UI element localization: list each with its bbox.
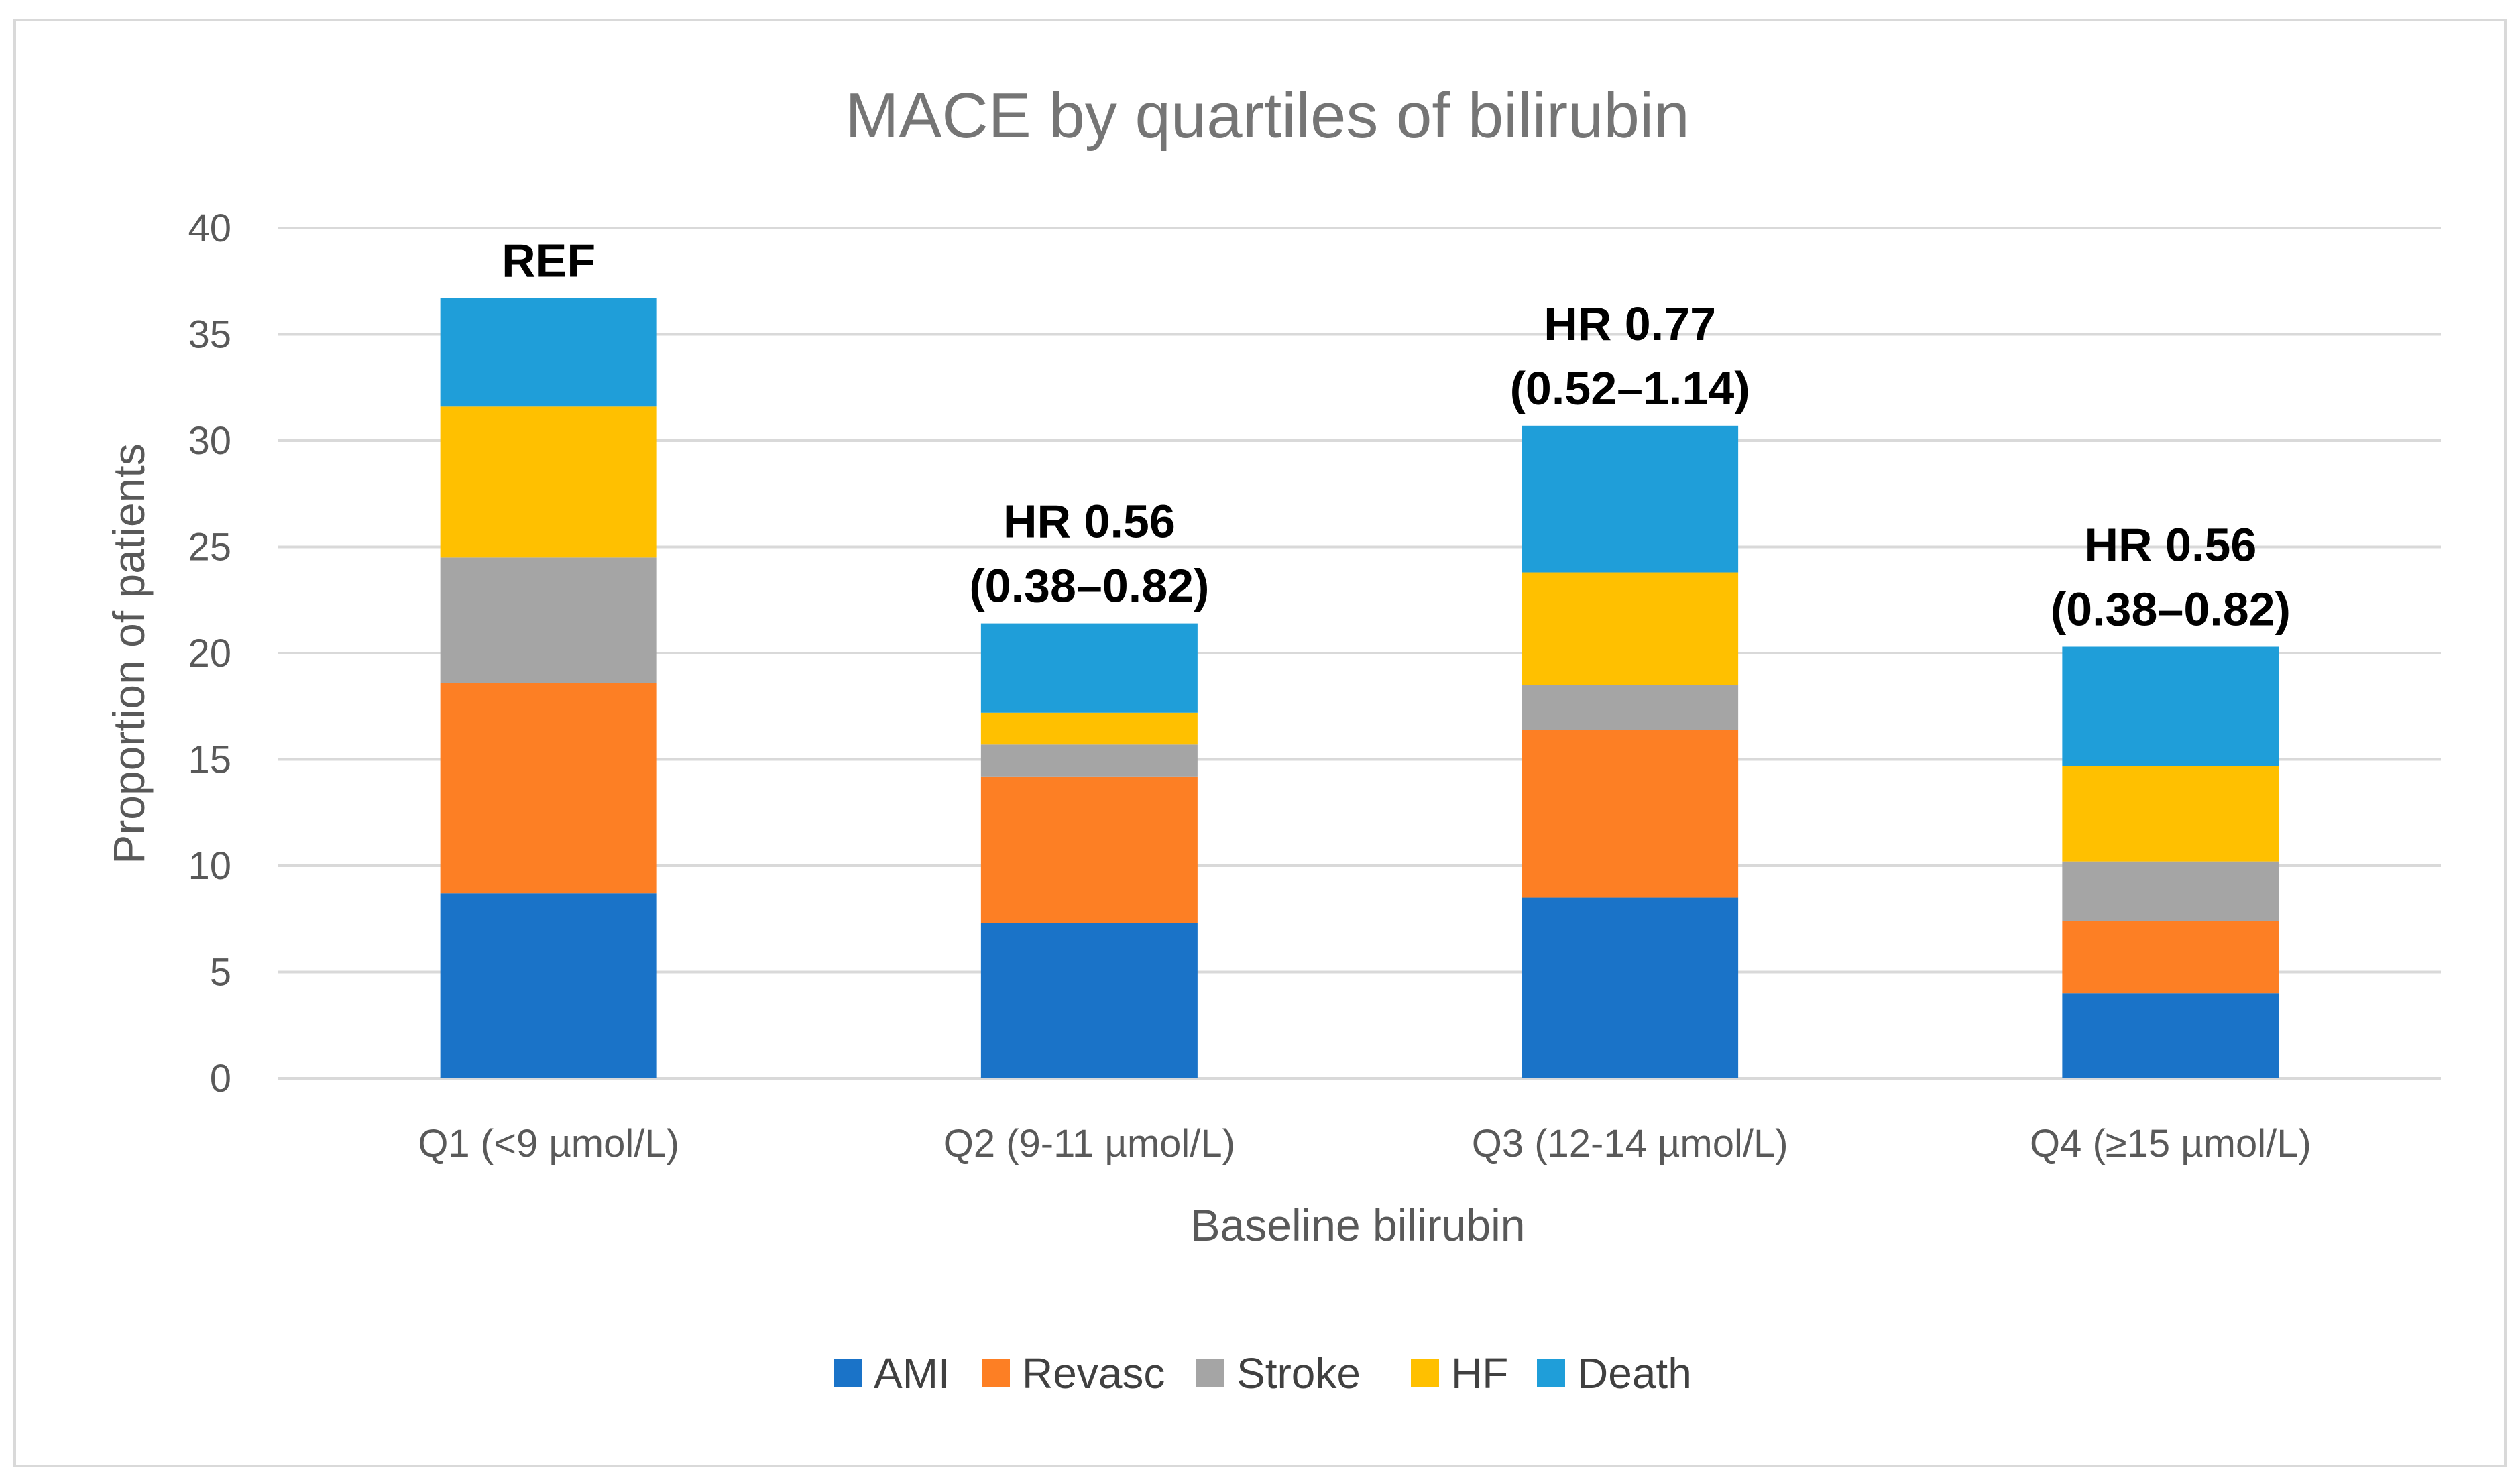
x-tick-label: Q1 (<9 µmol/L)	[418, 1122, 679, 1165]
bar-stroke-q1	[440, 557, 657, 683]
x-tick-label: Q2 (9-11 µmol/L)	[943, 1122, 1235, 1165]
bar-revasc-q3	[1522, 730, 1739, 898]
y-tick-label: 35	[188, 313, 231, 357]
y-tick-label: 15	[188, 738, 231, 782]
hr-annotation-q2: (0.38–0.82)	[969, 560, 1209, 612]
bar-hf-q3	[1522, 572, 1739, 685]
bar-stroke-q4	[2062, 861, 2279, 921]
y-tick-label: 10	[188, 844, 231, 888]
legend-swatch-hf	[1411, 1359, 1439, 1387]
hr-annotation-q4: (0.38–0.82)	[2051, 583, 2291, 635]
legend-swatch-ami	[834, 1359, 862, 1387]
y-tick-label: 5	[210, 951, 231, 994]
bar-stroke-q3	[1522, 685, 1739, 730]
bar-death-q2	[980, 623, 1198, 713]
y-tick-labels: 0 5 10 15 20 25 30 35 40	[188, 207, 231, 1100]
x-tick-label: Q4 (≥15 µmol/L)	[2030, 1122, 2311, 1165]
legend-label-hf: HF	[1451, 1349, 1508, 1397]
hr-annotation-q2: HR 0.56	[1003, 496, 1176, 548]
legend-swatch-revasc	[982, 1359, 1010, 1387]
y-axis-label: Proportion of patients	[104, 443, 154, 864]
bar-ami-q3	[1522, 897, 1739, 1078]
legend-label-revasc: Revasc	[1022, 1349, 1165, 1397]
bar-death-q4	[2062, 646, 2279, 766]
bar-ami-q2	[980, 923, 1198, 1078]
x-tick-label: Q3 (12-14 µmol/L)	[1472, 1122, 1788, 1165]
bar-ami-q1	[440, 893, 657, 1078]
bar-hf-q2	[980, 712, 1198, 745]
y-tick-label: 25	[188, 526, 231, 569]
hr-annotation-q3: HR 0.77	[1544, 298, 1716, 350]
hr-annotation-q3: (0.52–1.14)	[1510, 362, 1750, 414]
bar-hf-q4	[2062, 766, 2279, 862]
bar-ami-q4	[2062, 993, 2279, 1078]
bar-stroke-q2	[980, 744, 1198, 777]
x-tick-labels: Q1 (<9 µmol/L) Q2 (9-11 µmol/L) Q3 (12-14 …	[418, 1122, 2311, 1165]
legend-label-ami: AMI	[874, 1349, 950, 1397]
legend-swatch-stroke	[1196, 1359, 1224, 1387]
hr-annotation-q4: HR 0.56	[2084, 518, 2256, 571]
bar-layer	[440, 298, 2279, 1078]
bar-death-q1	[440, 298, 657, 407]
y-tick-label: 0	[210, 1057, 231, 1100]
y-tick-label: 40	[188, 207, 231, 250]
legend-swatch-death	[1537, 1359, 1565, 1387]
hr-annotation-q1: REF	[502, 235, 595, 287]
x-axis-label: Baseline bilirubin	[1191, 1200, 1526, 1250]
bar-revasc-q2	[980, 776, 1198, 923]
y-tick-label: 20	[188, 632, 231, 675]
chart-border	[13, 19, 2507, 1467]
bar-death-q3	[1522, 425, 1739, 573]
bar-revasc-q4	[2062, 921, 2279, 994]
bar-revasc-q1	[440, 683, 657, 894]
annotation-layer: REF HR 0.56 (0.38–0.82) HR 0.77 (0.52–1.14) H…	[502, 235, 2291, 636]
legend-label-death: Death	[1577, 1349, 1692, 1397]
legend: AMI Revasc Stroke HF Death	[834, 1349, 1692, 1397]
bar-hf-q1	[440, 406, 657, 558]
legend-label-stroke: Stroke	[1237, 1349, 1361, 1397]
y-tick-label: 30	[188, 419, 231, 463]
chart-title: MACE by quartiles of bilirubin	[845, 80, 1689, 152]
